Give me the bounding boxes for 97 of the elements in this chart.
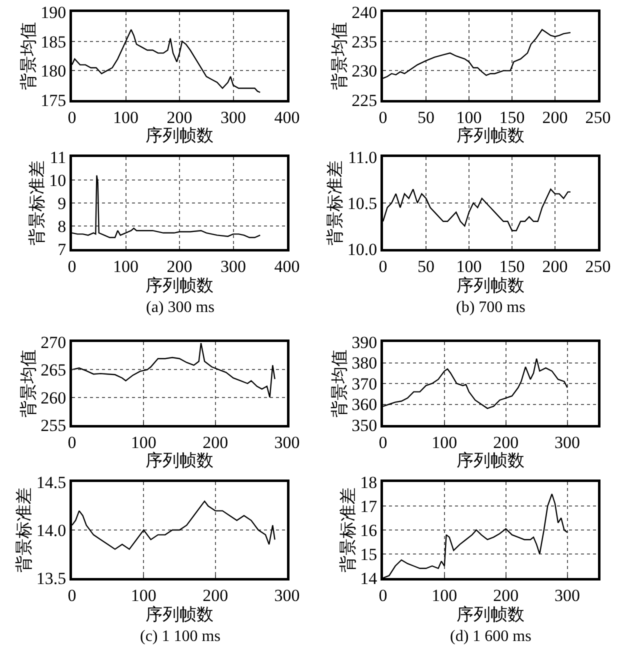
- x-tick-label: 100: [432, 432, 458, 452]
- line-series: [383, 358, 568, 409]
- x-tick-label: 0: [68, 108, 76, 127]
- y-axis-title: 背景均值: [330, 22, 349, 90]
- x-tick-label: 300: [220, 256, 246, 276]
- line-series: [383, 188, 572, 232]
- x-tick-label: 0: [378, 108, 388, 127]
- x-axis-title: 序列帧数: [456, 451, 524, 470]
- x-tick-label: 100: [456, 108, 482, 127]
- y-axis-title: 背景均值: [330, 350, 349, 418]
- y-axis-title: 背景标准差: [14, 488, 34, 572]
- y-tick-label: 13.5: [36, 568, 66, 588]
- x-tick-label: 200: [542, 108, 568, 127]
- line-series: [72, 29, 261, 93]
- y-tick-label: 14.5: [36, 472, 66, 492]
- x-tick-label: 300: [274, 432, 300, 452]
- x-axis-title: 序列帧数: [146, 126, 214, 145]
- x-tick-label: 200: [166, 108, 192, 127]
- y-axis-title: 背景均值: [18, 350, 38, 418]
- y-tick-label: 10.5: [347, 194, 378, 213]
- x-axis-title: 序列帧数: [456, 276, 524, 295]
- x-tick-label: 50: [418, 108, 434, 127]
- y-tick-label: 18: [360, 472, 378, 492]
- y-tick-label: 240: [352, 2, 378, 22]
- x-tick-label: 200: [493, 586, 519, 605]
- y-tick-label: 15: [360, 544, 378, 564]
- x-tick-label: 200: [202, 586, 228, 605]
- x-axis-title: 序列帧数: [456, 604, 524, 624]
- y-tick-label: 7: [58, 240, 67, 259]
- y-tick-label: 175: [40, 90, 66, 110]
- y-tick-label: 9: [58, 194, 66, 213]
- x-tick-label: 100: [130, 586, 156, 605]
- y-tick-label: 270: [40, 332, 66, 352]
- x-tick-label: 200: [202, 432, 228, 452]
- x-tick-label: 0: [378, 586, 388, 605]
- x-axis-title: 序列帧数: [146, 604, 214, 624]
- x-tick-label: 300: [220, 108, 246, 127]
- x-tick-label: 400: [274, 108, 300, 127]
- x-tick-label: 250: [585, 108, 611, 127]
- y-tick-label: 8: [58, 216, 66, 236]
- y-tick-label: 14.0: [36, 520, 66, 540]
- x-tick-label: 100: [130, 432, 156, 452]
- y-tick-label: 235: [352, 32, 378, 52]
- x-axis-title: 序列帧数: [146, 276, 214, 295]
- y-tick-label: 265: [40, 360, 66, 380]
- x-axis-title: 序列帧数: [456, 126, 524, 145]
- line-series: [72, 500, 276, 550]
- y-tick-label: 360: [352, 395, 378, 414]
- x-tick-label: 100: [113, 256, 138, 276]
- y-tick-label: 380: [352, 354, 378, 373]
- x-tick-label: 0: [378, 256, 388, 276]
- y-axis-title: 背景标准差: [326, 160, 345, 246]
- x-tick-label: 0: [378, 432, 388, 452]
- y-tick-label: 14: [360, 568, 378, 588]
- x-tick-label: 100: [456, 256, 482, 276]
- text: (a) 300 ms: [146, 299, 214, 316]
- y-tick-label: 190: [40, 2, 66, 22]
- y-tick-label: 370: [352, 374, 378, 394]
- y-tick-label: 255: [40, 416, 66, 435]
- y-tick-label: 17: [360, 496, 378, 516]
- x-tick-label: 0: [68, 586, 76, 605]
- x-tick-label: 100: [432, 586, 458, 605]
- y-tick-label: 260: [40, 388, 66, 408]
- x-tick-label: 300: [274, 586, 300, 605]
- x-tick-label: 250: [585, 256, 611, 276]
- x-tick-label: 200: [542, 256, 568, 276]
- x-tick-label: 400: [274, 256, 300, 276]
- y-tick-label: 185: [40, 32, 66, 52]
- y-tick-label: 16: [360, 520, 378, 540]
- y-tick-label: 11.0: [348, 148, 378, 167]
- y-tick-label: 11: [50, 148, 66, 167]
- x-tick-label: 200: [166, 256, 192, 276]
- x-tick-label: 0: [68, 432, 76, 452]
- line-series: [72, 174, 261, 238]
- y-tick-label: 230: [352, 62, 378, 81]
- text: (b) 700 ms: [456, 299, 526, 316]
- x-tick-label: 0: [68, 256, 76, 276]
- y-tick-label: 350: [352, 416, 378, 435]
- y-tick-label: 390: [352, 332, 378, 352]
- x-axis-title: 序列帧数: [146, 451, 214, 470]
- y-axis-title: 背景标准差: [338, 488, 358, 572]
- x-tick-label: 300: [554, 432, 580, 452]
- x-tick-label: 150: [499, 256, 525, 276]
- y-tick-label: 10: [49, 170, 66, 190]
- text: (c) 1 100 ms: [140, 628, 220, 645]
- x-tick-label: 50: [418, 256, 434, 276]
- y-tick-label: 180: [40, 62, 66, 81]
- y-tick-label: 10.0: [347, 240, 378, 259]
- y-axis-title: 背景标准差: [27, 160, 46, 246]
- y-axis-title: 背景均值: [18, 22, 38, 90]
- x-tick-label: 200: [493, 432, 519, 452]
- text: (d) 1 600 ms: [450, 628, 532, 645]
- x-tick-label: 150: [499, 108, 525, 127]
- line-series: [383, 29, 572, 79]
- y-tick-label: 225: [352, 90, 378, 110]
- x-tick-label: 100: [113, 108, 138, 127]
- x-tick-label: 300: [554, 586, 580, 605]
